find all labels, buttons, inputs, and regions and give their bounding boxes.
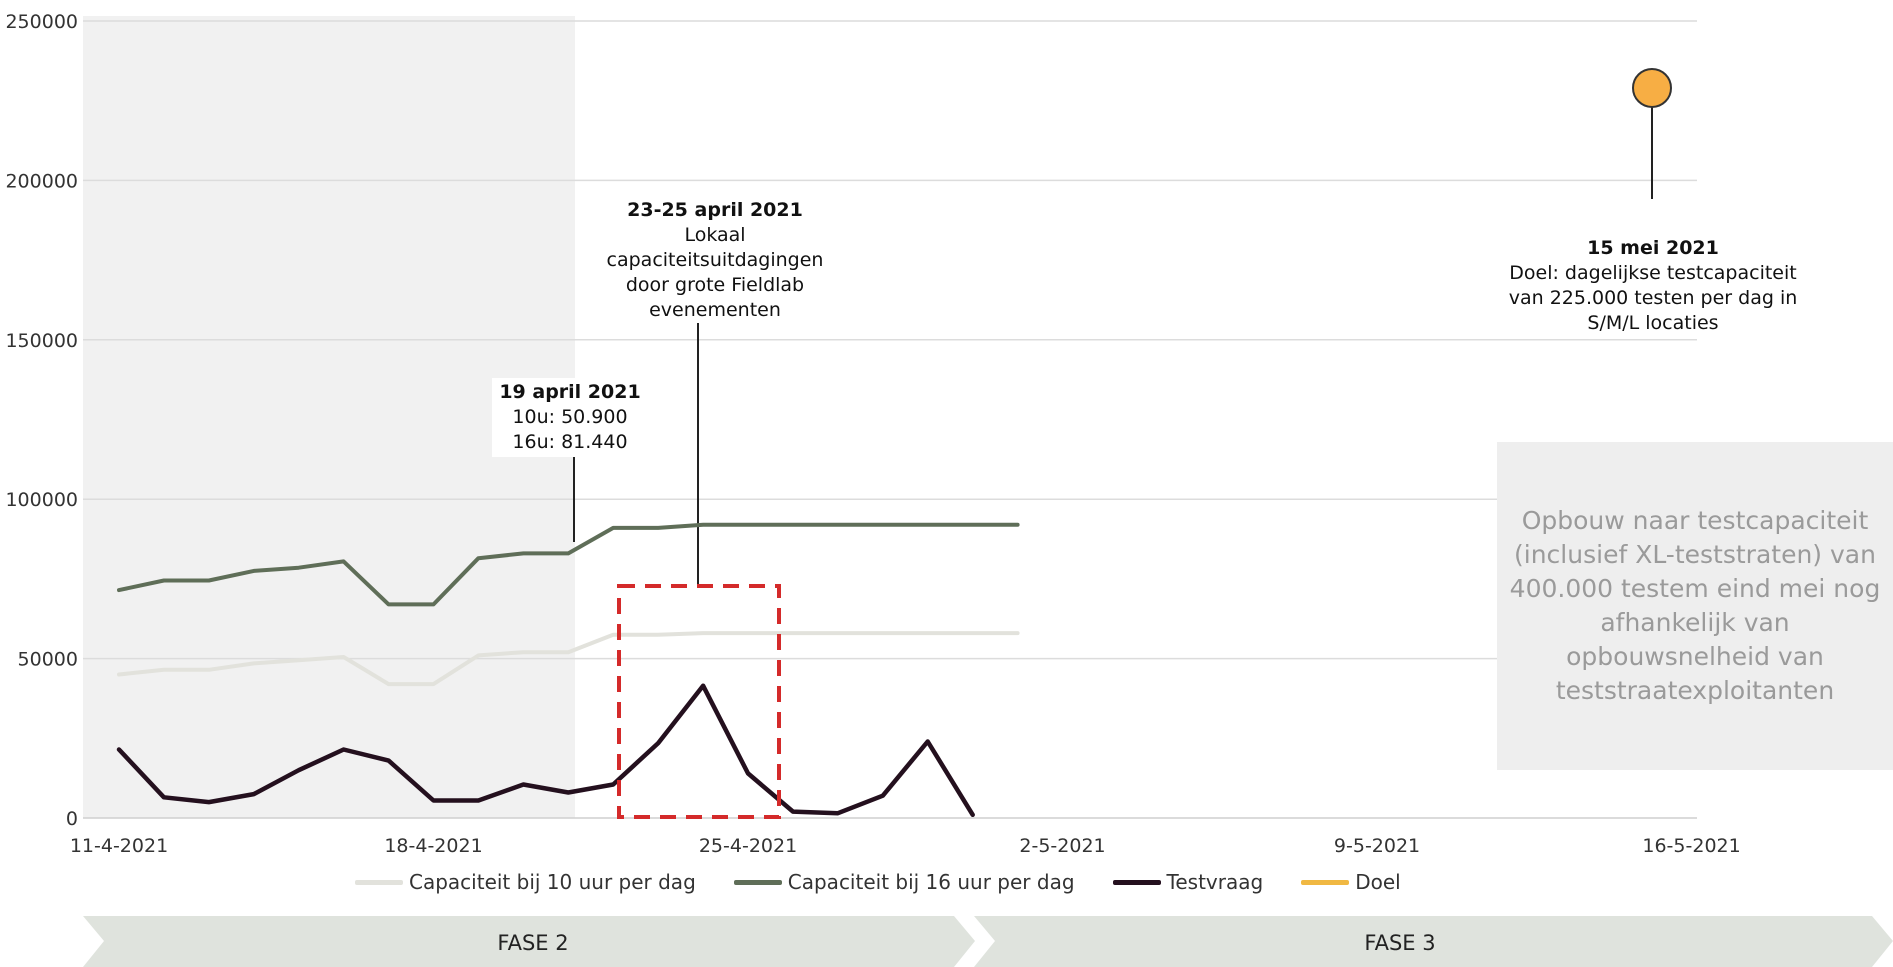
legend-item-capaciteit-16u: Capaciteit bij 16 uur per dag (733, 870, 1075, 894)
phase-2-label: FASE 2 (497, 931, 568, 955)
x-tick-label: 2-5-2021 (1019, 835, 1105, 857)
legend-label-capaciteit-16u: Capaciteit bij 16 uur per dag (787, 870, 1075, 894)
series-line-0 (117, 631, 1020, 687)
x-tick-label: 18-4-2021 (384, 835, 482, 857)
annotation-15-mei-line-2: van 225.000 testen per dag in (1508, 287, 1798, 309)
legend-swatch-doel (1301, 879, 1350, 885)
legend: Capaciteit bij 10 uur per dag Capaciteit… (355, 870, 1401, 894)
annotation-23-25-april-line-1: Lokaal (684, 224, 746, 246)
legend-item-testvraag: Testvraag (1112, 870, 1264, 894)
y-tick-label: 200000 (5, 170, 78, 192)
annotation-19-april: 19 april 2021 10u: 50.900 16u: 81.440 (492, 378, 648, 457)
legend-swatch-testvraag (1112, 879, 1161, 885)
legend-item-doel: Doel (1301, 870, 1401, 894)
phase-2-chevron (83, 916, 975, 967)
annotation-23-25-april-line-4: evenementen (649, 299, 781, 321)
annotation-19-april-line-1: 10u: 50.900 (512, 406, 628, 428)
annotation-15-mei-line-3: S/M/L locaties (1587, 312, 1719, 334)
legend-swatch-capaciteit-10u (355, 879, 403, 885)
y-tick-label: 50000 (18, 649, 78, 671)
capacity-note: Opbouw naar testcapaciteit (inclusief XL… (1497, 442, 1893, 770)
series-line-1 (117, 522, 1020, 607)
fieldlab-period-box (617, 584, 781, 819)
phase-3-label: FASE 3 (1364, 931, 1435, 955)
legend-item-capaciteit-10u: Capaciteit bij 10 uur per dag (355, 870, 696, 894)
annotation-23-25-april-title: 23-25 april 2021 (627, 199, 803, 221)
x-tick-label: 11-4-2021 (70, 835, 168, 857)
y-tick-label: 0 (66, 808, 78, 830)
annotation-23-25-april-line-2: capaciteitsuitdagingen (606, 249, 824, 271)
annotation-15-mei-line-1: Doel: dagelijkse testcapaciteit (1509, 262, 1797, 284)
x-tick-label: 16-5-2021 (1642, 835, 1740, 857)
legend-label-doel: Doel (1355, 870, 1401, 894)
doel-point (1632, 67, 1672, 108)
capacity-note-text: Opbouw naar testcapaciteit (inclusief XL… (1509, 506, 1881, 705)
y-tick-label: 100000 (5, 489, 78, 511)
y-tick-label: 150000 (5, 330, 78, 352)
legend-swatch-capaciteit-16u (733, 879, 782, 885)
x-tick-label: 25-4-2021 (699, 835, 797, 857)
x-tick-label: 9-5-2021 (1334, 835, 1420, 857)
legend-label-capaciteit-10u: Capaciteit bij 10 uur per dag (409, 870, 696, 894)
annotation-19-april-line-2: 16u: 81.440 (512, 431, 628, 453)
annotation-15-mei: 15 mei 2021 Doel: dagelijkse testcapacit… (1488, 236, 1818, 336)
phase-3-chevron (974, 916, 1893, 967)
y-tick-label: 250000 (5, 11, 78, 33)
annotation-19-april-title: 19 april 2021 (499, 381, 641, 403)
legend-label-testvraag: Testvraag (1166, 870, 1264, 894)
series-line-2 (116, 683, 975, 818)
annotation-23-25-april: 23-25 april 2021 Lokaal capaciteitsuitda… (590, 198, 840, 323)
annotation-23-25-april-line-3: door grote Fieldlab (625, 274, 805, 296)
annotation-15-mei-title: 15 mei 2021 (1587, 237, 1719, 259)
